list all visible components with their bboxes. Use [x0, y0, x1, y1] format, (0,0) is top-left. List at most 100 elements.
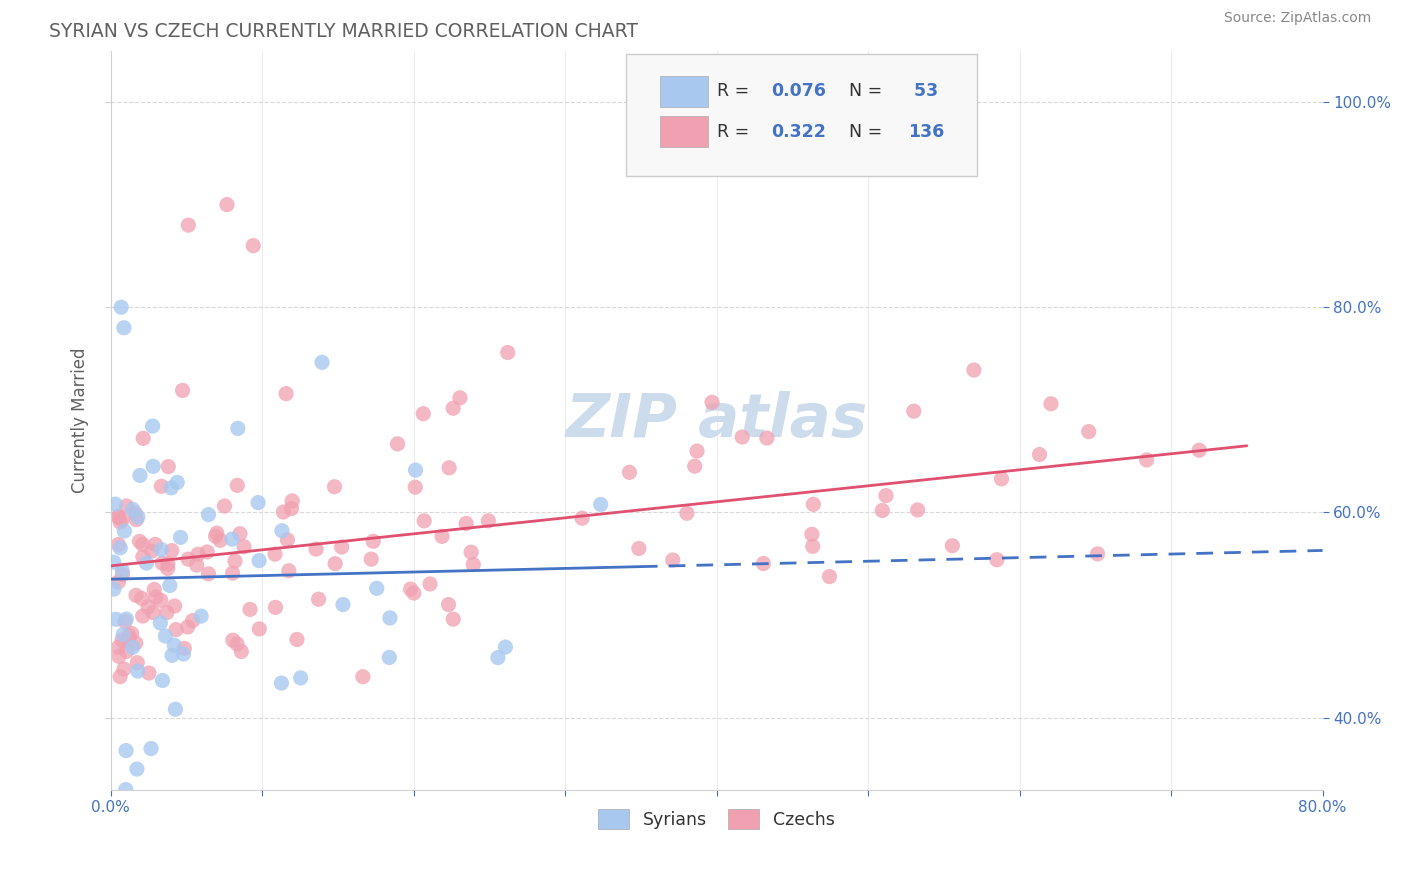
Point — [142, 419, 165, 434]
Point — [159, 578, 181, 592]
Point — [661, 553, 683, 567]
Point — [110, 300, 132, 314]
Point — [1028, 448, 1050, 462]
Point — [139, 741, 162, 756]
Point — [160, 648, 183, 663]
Point — [378, 611, 401, 625]
Point — [186, 558, 208, 573]
Point — [264, 600, 287, 615]
Point — [132, 431, 155, 445]
Point — [197, 508, 219, 522]
Point — [107, 509, 129, 524]
Point — [419, 577, 441, 591]
Point — [209, 533, 232, 548]
Point — [142, 606, 165, 620]
Point — [215, 197, 238, 211]
Point — [112, 524, 135, 538]
Point — [121, 502, 143, 516]
Point — [378, 650, 401, 665]
Point — [242, 238, 264, 252]
Point — [155, 629, 177, 643]
Point — [233, 540, 256, 554]
Point — [818, 569, 841, 583]
Point — [181, 614, 204, 628]
Point — [190, 609, 212, 624]
Point — [204, 529, 226, 543]
FancyBboxPatch shape — [659, 117, 709, 147]
Point — [229, 526, 252, 541]
Legend: Syrians, Czechs: Syrians, Czechs — [591, 803, 842, 837]
Point — [280, 501, 302, 516]
Point — [124, 507, 146, 521]
Point — [239, 602, 262, 616]
Point — [103, 555, 125, 569]
Point — [138, 666, 160, 681]
Point — [131, 537, 153, 551]
Point — [496, 345, 519, 359]
Point — [323, 480, 346, 494]
Point — [125, 636, 148, 650]
Point — [986, 552, 1008, 566]
Point — [1039, 397, 1062, 411]
Point — [111, 633, 134, 648]
Point — [330, 540, 353, 554]
Point — [801, 497, 824, 511]
Point — [172, 384, 194, 398]
Text: ZIP atlas: ZIP atlas — [565, 391, 868, 450]
Point — [150, 542, 173, 557]
Point — [108, 670, 131, 684]
Point — [281, 494, 304, 508]
Point — [163, 638, 186, 652]
Point — [231, 644, 253, 658]
Point — [571, 511, 593, 525]
Point — [222, 633, 245, 648]
Y-axis label: Currently Married: Currently Married — [72, 347, 89, 493]
Point — [413, 514, 436, 528]
Point — [486, 650, 509, 665]
Point — [441, 401, 464, 416]
Point — [135, 556, 157, 570]
Point — [166, 475, 188, 490]
Point — [990, 472, 1012, 486]
Point — [247, 495, 270, 509]
Point — [221, 532, 243, 546]
Point — [128, 534, 150, 549]
Point — [197, 566, 219, 581]
Point — [323, 557, 346, 571]
Point — [149, 615, 172, 630]
Point — [686, 444, 709, 458]
Point — [264, 547, 287, 561]
Point — [125, 762, 148, 776]
Point — [132, 549, 155, 564]
Point — [114, 782, 136, 797]
Point — [224, 554, 246, 568]
Point — [173, 641, 195, 656]
Point — [1136, 453, 1159, 467]
Point — [404, 480, 426, 494]
Point — [332, 598, 354, 612]
Point — [114, 615, 136, 629]
Point — [731, 430, 754, 444]
Text: 0.322: 0.322 — [772, 123, 827, 141]
Point — [149, 593, 172, 607]
Point — [405, 463, 427, 477]
Point — [150, 479, 173, 493]
Point — [907, 503, 929, 517]
Point — [121, 640, 143, 655]
Point — [157, 459, 180, 474]
Point — [676, 506, 699, 520]
Point — [156, 561, 179, 575]
Point — [285, 632, 308, 647]
Point — [1087, 547, 1109, 561]
Point — [115, 612, 138, 626]
Point — [399, 582, 422, 596]
Point — [104, 497, 127, 511]
Point — [270, 676, 292, 690]
Point — [107, 538, 129, 552]
Point — [801, 539, 824, 553]
Point — [127, 510, 149, 524]
Point — [903, 404, 925, 418]
Text: 53: 53 — [908, 82, 938, 100]
Text: 136: 136 — [908, 123, 945, 141]
Point — [112, 320, 135, 334]
